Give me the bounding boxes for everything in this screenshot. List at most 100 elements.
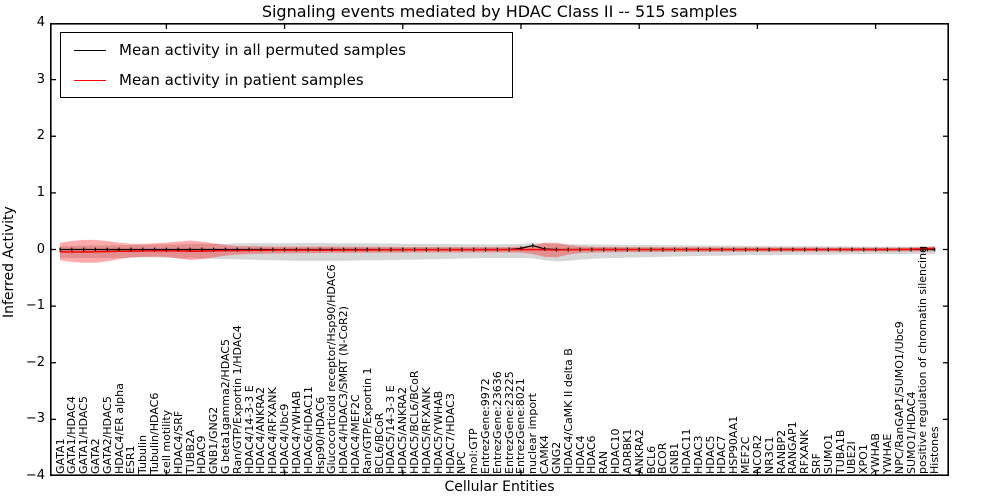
data-point-marker: [756, 247, 758, 252]
category-label: GATA1/HDAC5: [77, 396, 91, 474]
data-point-marker: [804, 247, 806, 252]
category-label: GATA2: [88, 438, 102, 474]
data-point-marker: [484, 247, 487, 252]
category-label: BCL6: [644, 445, 658, 474]
legend-line-sample-black: [74, 49, 106, 51]
category-label: Ran/GTP/Exportin 1/HDAC4: [230, 325, 244, 474]
category-label: YWHAB: [869, 433, 883, 474]
category-label: Glucocorticoid receptor/Hsp90/HDAC6: [325, 264, 339, 474]
category-label: GATA2/HDAC5: [100, 396, 114, 474]
data-point-marker: [697, 247, 699, 252]
category-label: TUBB2A: [183, 429, 197, 474]
y-tick-label: −4: [25, 468, 45, 483]
data-point-marker: [792, 247, 794, 252]
category-label: BCOR: [656, 442, 670, 474]
data-point-marker: [319, 247, 321, 252]
category-label: RAN: [597, 451, 611, 474]
category-label: HDAC5/BCL6/BCoR: [408, 370, 422, 474]
category-label: EntrezGene:23636: [490, 371, 504, 474]
category-label: HDAC5/14-3-3 E: [384, 385, 398, 474]
data-point-marker: [851, 247, 853, 252]
category-label: GNB1/GNG2: [207, 406, 221, 474]
data-point-marker: [414, 247, 416, 252]
category-label: SUMO1: [821, 433, 835, 474]
category-label: HDAC5/RFXANK: [419, 387, 433, 474]
data-point-marker: [189, 247, 191, 252]
data-point-marker: [59, 247, 61, 252]
category-label: HDAC4/ER alpha: [112, 383, 126, 474]
data-point-marker: [579, 247, 581, 252]
category-label: HDAC5/YWHAB: [431, 390, 445, 474]
data-point-marker: [165, 247, 167, 252]
category-label: ESR1: [124, 445, 138, 474]
data-point-marker: [544, 247, 546, 251]
data-point-marker: [886, 247, 889, 252]
category-label: NPC/RanGAP1/SUMO1/Ubc9: [892, 321, 906, 474]
data-point-marker: [331, 247, 333, 252]
data-point-marker: [626, 247, 628, 252]
data-point-marker: [733, 247, 735, 252]
data-point-marker: [94, 247, 97, 252]
data-point-marker: [449, 247, 451, 252]
category-label: HDAC7: [715, 435, 729, 474]
category-label: positive regulation of chromatin silenci…: [916, 245, 930, 474]
data-point-marker: [650, 247, 652, 252]
y-tick-label: −2: [25, 354, 45, 370]
data-point-marker: [153, 247, 156, 252]
category-label: GNB1: [668, 442, 682, 474]
data-point-marker: [142, 247, 144, 252]
data-point-marker: [295, 247, 298, 252]
category-label: ANKRA2: [632, 429, 646, 474]
category-label: HSP90AA1: [727, 415, 741, 474]
data-point-marker: [425, 247, 428, 252]
data-point-marker: [224, 247, 227, 252]
category-label: RANGAP1: [786, 421, 800, 474]
data-point-marker: [780, 247, 782, 252]
category-label: EntrezGene:8021: [514, 378, 528, 474]
data-point-marker: [934, 247, 936, 252]
axes-spines: [50, 23, 949, 476]
category-label: XPO1: [857, 444, 871, 474]
data-point-marker: [662, 247, 664, 252]
data-point-marker: [473, 247, 475, 252]
data-point-marker: [591, 247, 593, 252]
category-label: HDAC4/CaMK II delta B: [561, 348, 575, 474]
category-label: HDAC9: [195, 435, 209, 474]
data-point-marker: [567, 247, 569, 252]
category-label: EntrezGene:9972: [479, 378, 493, 474]
category-label: Tubulin: [136, 434, 150, 474]
data-point-marker: [260, 247, 262, 252]
data-point-marker: [496, 247, 498, 252]
category-label: cell motility: [159, 409, 173, 474]
category-label: RANBP2: [774, 429, 788, 474]
category-label: Ran/GTP/Exportin 1: [360, 367, 374, 474]
category-label: G beta1gamma2/HDAC5: [218, 339, 232, 474]
category-label: SUMO1/HDAC4: [904, 391, 918, 474]
y-tick-label: 1: [36, 184, 45, 200]
data-point-marker: [898, 247, 900, 252]
category-label: ADRBK1: [620, 428, 634, 474]
data-point-marker: [520, 246, 522, 251]
y-axis-label: Inferred Activity: [1, 206, 17, 318]
category-label: HDAC11: [679, 428, 693, 474]
data-point-marker: [815, 247, 818, 252]
category-label: HDAC10: [609, 428, 623, 474]
y-tick-label: 3: [36, 71, 45, 87]
chart-title: Signaling events mediated by HDAC Class …: [261, 2, 738, 21]
category-label: EntrezGene:23225: [502, 371, 516, 474]
data-point-marker: [603, 247, 605, 252]
data-point-marker: [532, 243, 534, 248]
x-axis-label: Cellular Entities: [444, 479, 555, 495]
category-label: HDAC5/ANKRA2: [396, 387, 410, 474]
category-label: HDAC4/SRF: [171, 410, 185, 474]
category-label: SRF: [809, 453, 823, 474]
data-point-marker: [106, 247, 108, 252]
data-point-marker: [354, 247, 357, 252]
category-label: YWHAE: [880, 433, 894, 474]
data-point-marker: [827, 247, 829, 252]
category-label: HDAC4/ANKRA2: [254, 387, 268, 474]
category-label: nuclear import: [526, 393, 540, 474]
category-label: mol:GTP: [467, 428, 481, 474]
band-permuted: [60, 242, 935, 262]
y-tick-label: 0: [36, 241, 45, 257]
